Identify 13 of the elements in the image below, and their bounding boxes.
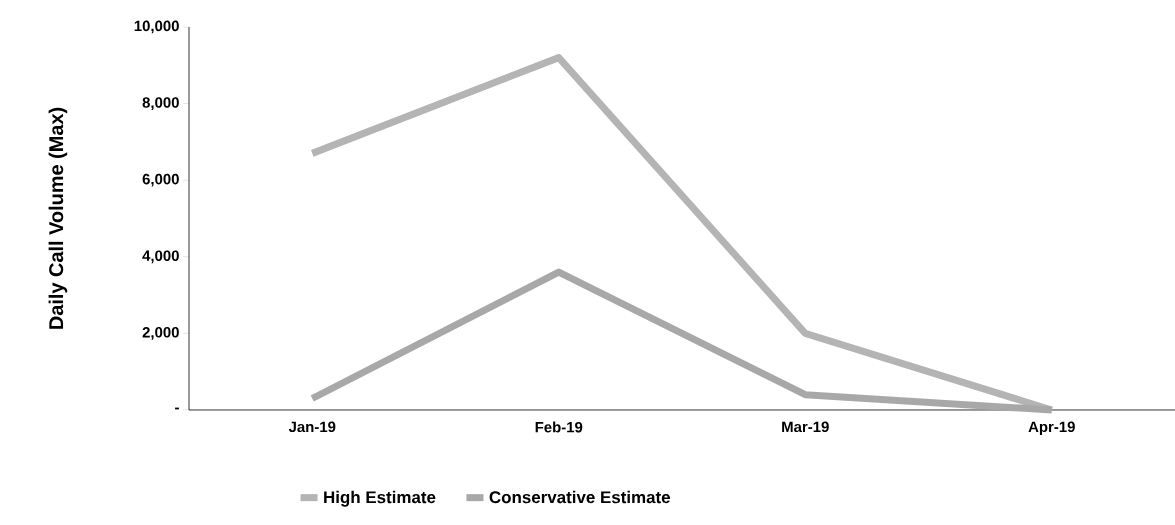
y-tick-label: 10,000 [134, 20, 179, 34]
y-tick-label: 6,000 [142, 173, 179, 187]
y-axis-title: Daily Call Volume (Max) [48, 107, 68, 329]
x-tick-label: Mar-19 [782, 421, 829, 433]
legend-label: Conservative Estimate [489, 490, 671, 504]
x-tick-label: Apr-19 [1028, 421, 1075, 436]
y-tick-label: 2,000 [142, 327, 179, 340]
x-tick-label: Jan-19 [288, 421, 336, 433]
legend-label: High Estimate [324, 490, 436, 507]
x-tick-label: Feb-19 [535, 421, 583, 433]
y-tick-label: 4,000 [142, 250, 179, 264]
y-tick-label: 8,000 [142, 97, 179, 110]
y-tick-label: - [175, 407, 179, 410]
